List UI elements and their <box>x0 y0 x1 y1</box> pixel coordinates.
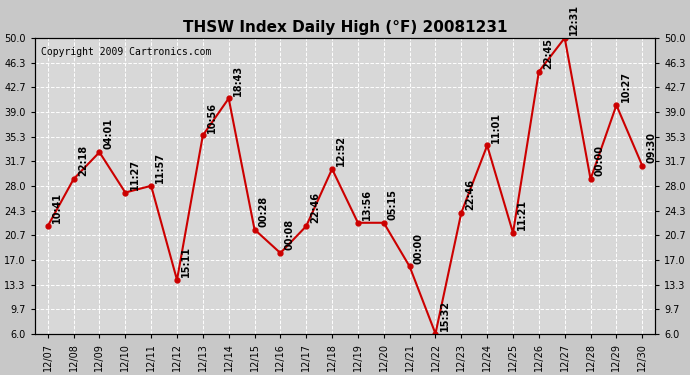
Text: 11:57: 11:57 <box>155 152 166 183</box>
Text: 00:28: 00:28 <box>259 196 268 227</box>
Text: 22:46: 22:46 <box>310 192 320 224</box>
Text: 05:15: 05:15 <box>388 189 398 220</box>
Text: 12:52: 12:52 <box>336 135 346 166</box>
Text: 00:00: 00:00 <box>595 146 604 176</box>
Text: 22:46: 22:46 <box>466 179 475 210</box>
Text: 11:01: 11:01 <box>491 112 502 143</box>
Text: 15:32: 15:32 <box>440 300 450 331</box>
Text: 09:30: 09:30 <box>647 132 656 163</box>
Text: 00:00: 00:00 <box>414 233 424 264</box>
Text: 10:56: 10:56 <box>207 102 217 133</box>
Text: 10:27: 10:27 <box>620 71 631 102</box>
Title: THSW Index Daily High (°F) 20081231: THSW Index Daily High (°F) 20081231 <box>183 20 507 35</box>
Text: 18:43: 18:43 <box>233 64 243 96</box>
Text: 04:01: 04:01 <box>104 118 114 149</box>
Text: 13:56: 13:56 <box>362 189 372 220</box>
Text: 11:27: 11:27 <box>130 159 139 190</box>
Text: 22:45: 22:45 <box>543 38 553 69</box>
Text: Copyright 2009 Cartronics.com: Copyright 2009 Cartronics.com <box>41 47 211 57</box>
Text: 15:11: 15:11 <box>181 246 191 277</box>
Text: 12:31: 12:31 <box>569 4 579 35</box>
Text: 11:21: 11:21 <box>518 199 527 230</box>
Text: 10:41: 10:41 <box>52 192 62 224</box>
Text: 22:18: 22:18 <box>78 145 88 176</box>
Text: 00:08: 00:08 <box>284 219 295 250</box>
